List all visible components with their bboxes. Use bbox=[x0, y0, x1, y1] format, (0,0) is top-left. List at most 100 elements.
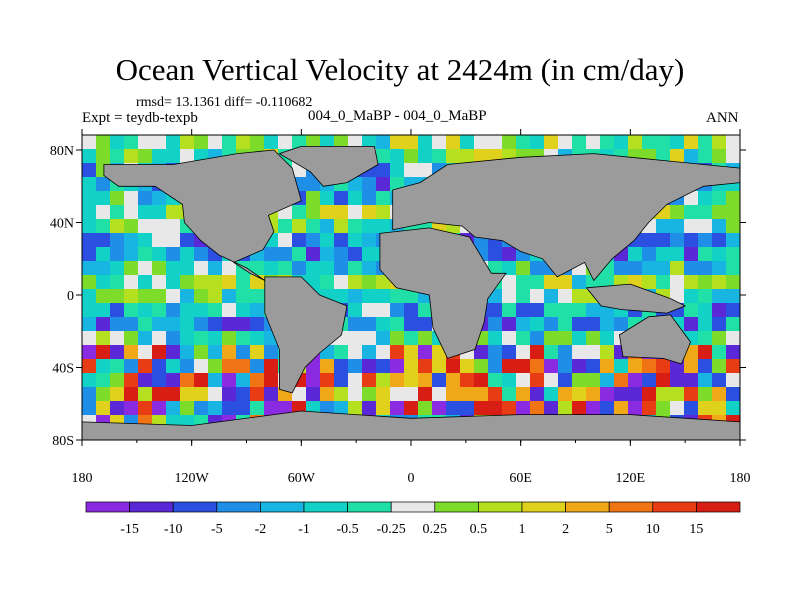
velocity-cell bbox=[376, 149, 391, 164]
velocity-cell bbox=[670, 401, 685, 416]
velocity-cell bbox=[642, 373, 657, 388]
velocity-cell bbox=[376, 317, 391, 332]
velocity-cell bbox=[236, 387, 251, 402]
velocity-cell bbox=[222, 359, 237, 374]
velocity-cell bbox=[712, 303, 727, 318]
velocity-cell bbox=[194, 373, 209, 388]
velocity-cell bbox=[726, 219, 740, 234]
velocity-cell bbox=[404, 317, 419, 332]
velocity-cell bbox=[460, 387, 475, 402]
velocity-cell bbox=[684, 261, 699, 276]
velocity-cell bbox=[348, 401, 363, 416]
velocity-cell bbox=[194, 135, 209, 150]
velocity-cell bbox=[516, 261, 531, 276]
velocity-cell bbox=[614, 373, 629, 388]
velocity-cell bbox=[586, 373, 601, 388]
velocity-cell bbox=[124, 331, 139, 346]
colorbar-label: 0.5 bbox=[470, 522, 488, 537]
velocity-cell bbox=[460, 359, 475, 374]
velocity-cell bbox=[558, 317, 573, 332]
velocity-cell bbox=[320, 191, 335, 206]
velocity-cell bbox=[586, 135, 601, 150]
velocity-cell bbox=[488, 387, 503, 402]
velocity-cell bbox=[502, 303, 517, 318]
velocity-cell bbox=[236, 317, 251, 332]
velocity-cell bbox=[544, 345, 559, 360]
velocity-cell bbox=[572, 275, 587, 290]
velocity-cell bbox=[516, 331, 531, 346]
velocity-cell bbox=[558, 401, 573, 416]
colorbar-label: 1 bbox=[519, 522, 526, 537]
map-title: Ocean Vertical Velocity at 2424m (in cm/… bbox=[115, 52, 685, 87]
velocity-cell bbox=[600, 345, 615, 360]
y-tick-label: 80S bbox=[52, 434, 74, 449]
velocity-cell bbox=[236, 373, 251, 388]
velocity-cell bbox=[180, 401, 195, 416]
colorbar-label: -1 bbox=[298, 522, 310, 537]
velocity-cell bbox=[600, 359, 615, 374]
velocity-cell bbox=[684, 317, 699, 332]
velocity-cell bbox=[418, 135, 433, 150]
velocity-cell bbox=[278, 135, 293, 150]
land-antarctica bbox=[82, 410, 740, 440]
velocity-cell bbox=[712, 331, 727, 346]
velocity-cell bbox=[82, 247, 97, 262]
colorbar-swatch bbox=[347, 501, 392, 513]
velocity-cell bbox=[488, 135, 503, 150]
velocity-cell bbox=[180, 373, 195, 388]
velocity-cell bbox=[614, 359, 629, 374]
velocity-cell bbox=[502, 387, 517, 402]
velocity-cell bbox=[656, 247, 671, 262]
velocity-cell bbox=[572, 289, 587, 304]
velocity-cell bbox=[124, 135, 139, 150]
velocity-cell bbox=[138, 359, 153, 374]
velocity-cell bbox=[558, 135, 573, 150]
velocity-cell bbox=[208, 373, 223, 388]
velocity-cell bbox=[236, 345, 251, 360]
velocity-cell bbox=[684, 135, 699, 150]
velocity-cell bbox=[558, 289, 573, 304]
velocity-cell bbox=[712, 289, 727, 304]
velocity-cell bbox=[320, 373, 335, 388]
velocity-cell bbox=[390, 401, 405, 416]
velocity-cell bbox=[110, 331, 125, 346]
velocity-cell bbox=[726, 261, 740, 276]
velocity-cell bbox=[530, 303, 545, 318]
velocity-cell bbox=[390, 373, 405, 388]
velocity-cell bbox=[194, 247, 209, 262]
velocity-cell bbox=[460, 373, 475, 388]
velocity-cell bbox=[390, 303, 405, 318]
velocity-cell bbox=[110, 345, 125, 360]
velocity-cell bbox=[306, 191, 321, 206]
land-masses bbox=[82, 145, 740, 440]
velocity-cell bbox=[530, 275, 545, 290]
velocity-cell bbox=[138, 205, 153, 220]
velocity-cell bbox=[614, 317, 629, 332]
colorbar: -15 -10 -5 -2 -1 -0.5 -0.25 0.25 0.5 1 2 5 10 15 bbox=[85, 501, 741, 537]
velocity-cell bbox=[530, 261, 545, 276]
velocity-cell bbox=[208, 303, 223, 318]
velocity-cell bbox=[698, 303, 713, 318]
velocity-cell bbox=[656, 233, 671, 248]
velocity-cell bbox=[446, 359, 461, 374]
velocity-cell bbox=[124, 289, 139, 304]
velocity-cell bbox=[712, 247, 727, 262]
velocity-cell bbox=[166, 149, 181, 164]
velocity-cell bbox=[670, 275, 685, 290]
velocity-cell bbox=[712, 275, 727, 290]
velocity-cell bbox=[432, 401, 447, 416]
velocity-cell bbox=[572, 135, 587, 150]
velocity-cell bbox=[138, 135, 153, 150]
velocity-cell bbox=[698, 247, 713, 262]
velocity-cell bbox=[334, 247, 349, 262]
velocity-cell bbox=[138, 261, 153, 276]
y-tick-label: 0 bbox=[67, 289, 74, 304]
velocity-cell bbox=[474, 345, 489, 360]
velocity-cell bbox=[334, 191, 349, 206]
velocity-cell bbox=[138, 303, 153, 318]
velocity-cell bbox=[348, 205, 363, 220]
y-tick-label: 40S bbox=[52, 362, 74, 377]
velocity-cell bbox=[698, 387, 713, 402]
velocity-cell bbox=[376, 135, 391, 150]
velocity-cell bbox=[320, 219, 335, 234]
